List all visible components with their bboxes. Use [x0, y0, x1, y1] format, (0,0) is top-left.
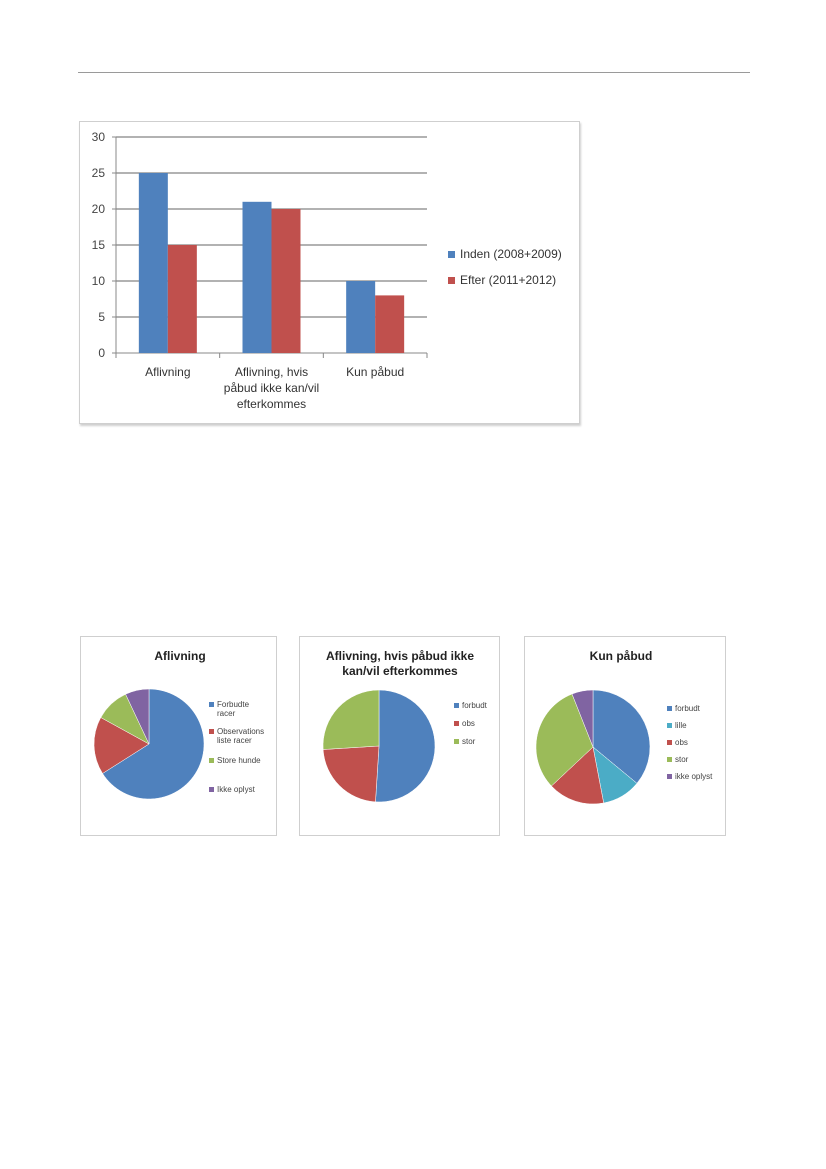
y-tick-label: 30: [92, 130, 106, 144]
pie-slice-2: [551, 746, 604, 805]
bar-inden-0: [138, 173, 168, 353]
pie-title: Kun påbud: [590, 649, 653, 663]
legend-swatch: [448, 251, 455, 258]
pie-legend-label: obs: [462, 719, 475, 728]
pie-legend-label: lille: [675, 721, 687, 730]
y-tick-label: 10: [92, 274, 106, 288]
pie-title: Aflivning, hvis påbud ikke: [326, 649, 474, 663]
pie-slice-0: [375, 689, 436, 803]
pie-legend-label: Observations: [217, 727, 264, 736]
x-category-label: Aflivning: [145, 365, 190, 379]
pie-legend-label: forbudt: [675, 704, 701, 713]
pie-legend-swatch: [209, 787, 214, 792]
bar-efter-0: [167, 245, 197, 353]
legend-label: Inden (2008+2009): [460, 247, 562, 261]
pie-chart-aflivning-frame: Aflivning Forbudte racer Observations liste …: [80, 636, 277, 836]
pie-legend-label: obs: [675, 738, 688, 747]
y-tick-label: 25: [92, 166, 106, 180]
x-category-label: påbud ikke kan/vil: [224, 381, 319, 395]
x-category-label: Aflivning, hvis: [235, 365, 308, 379]
pie-legend-label: ikke oplyst: [675, 772, 713, 781]
pie-legend-swatch: [667, 740, 672, 745]
pie-legend-label: forbudt: [462, 701, 488, 710]
pie-title: kan/vil efterkommes: [342, 664, 458, 678]
pie-legend-swatch: [209, 702, 214, 707]
bar-efter-1: [271, 209, 301, 353]
pie-chart-kun-paabud: Kun påbud forbudt lille obs stor ikke oplyst: [535, 649, 713, 805]
pie-legend-label: Ikke oplyst: [217, 785, 256, 794]
pie-legend-swatch: [667, 757, 672, 762]
pie-legend-swatch: [454, 721, 459, 726]
bar-inden-1: [242, 201, 272, 353]
pie-legend-swatch: [667, 774, 672, 779]
pie-legend-swatch: [667, 723, 672, 728]
pie-legend-label: Store hunde: [217, 756, 261, 765]
pie-slice-1: [322, 745, 380, 803]
y-tick-label: 20: [92, 202, 106, 216]
x-category-label: Kun påbud: [346, 365, 404, 379]
legend-label: Efter (2011+2012): [460, 273, 556, 287]
y-tick-label: 0: [98, 346, 105, 360]
pie-legend-swatch: [454, 703, 459, 708]
bar-inden-2: [346, 281, 376, 353]
bar-efter-2: [375, 295, 405, 353]
pie-legend-swatch: [209, 758, 214, 763]
legend-swatch: [448, 277, 455, 284]
pie-legend-swatch: [209, 729, 214, 734]
y-tick-label: 5: [98, 310, 105, 324]
pie-slice-1: [93, 717, 150, 774]
pie-slice-3: [125, 688, 150, 745]
pie-legend-label: racer: [217, 709, 236, 718]
pie-legend-swatch: [667, 706, 672, 711]
bar-chart: 0 5 10 15 20 25 30 Aflivning Aflivning, hvis påbu…: [92, 130, 562, 411]
pie-slice-0: [592, 689, 651, 784]
pie-slice-0: [102, 688, 205, 800]
x-category-label: efterkommes: [237, 397, 306, 411]
y-tick-label: 15: [92, 238, 106, 252]
pie-legend-label: liste racer: [217, 736, 252, 745]
pie-slice-3: [535, 693, 594, 787]
pie-title: Aflivning: [154, 649, 205, 663]
pie-legend-swatch: [454, 739, 459, 744]
pie-slice-4: [571, 689, 594, 748]
pie-chart-aflivning-hvis-frame: Aflivning, hvis påbud ikke kan/vil efterk…: [299, 636, 500, 836]
pie-slice-2: [322, 689, 380, 750]
pie-legend-label: stor: [675, 755, 689, 764]
pie-legend-label: stor: [462, 737, 476, 746]
pie-legend-label: Forbudte: [217, 700, 250, 709]
bar-chart-frame: 0 5 10 15 20 25 30 Aflivning Aflivning, hvis påbu…: [79, 121, 580, 424]
page-header-rule: [78, 72, 750, 73]
pie-chart-kun-paabud-frame: Kun påbud forbudt lille obs stor ikke oplyst: [524, 636, 726, 836]
